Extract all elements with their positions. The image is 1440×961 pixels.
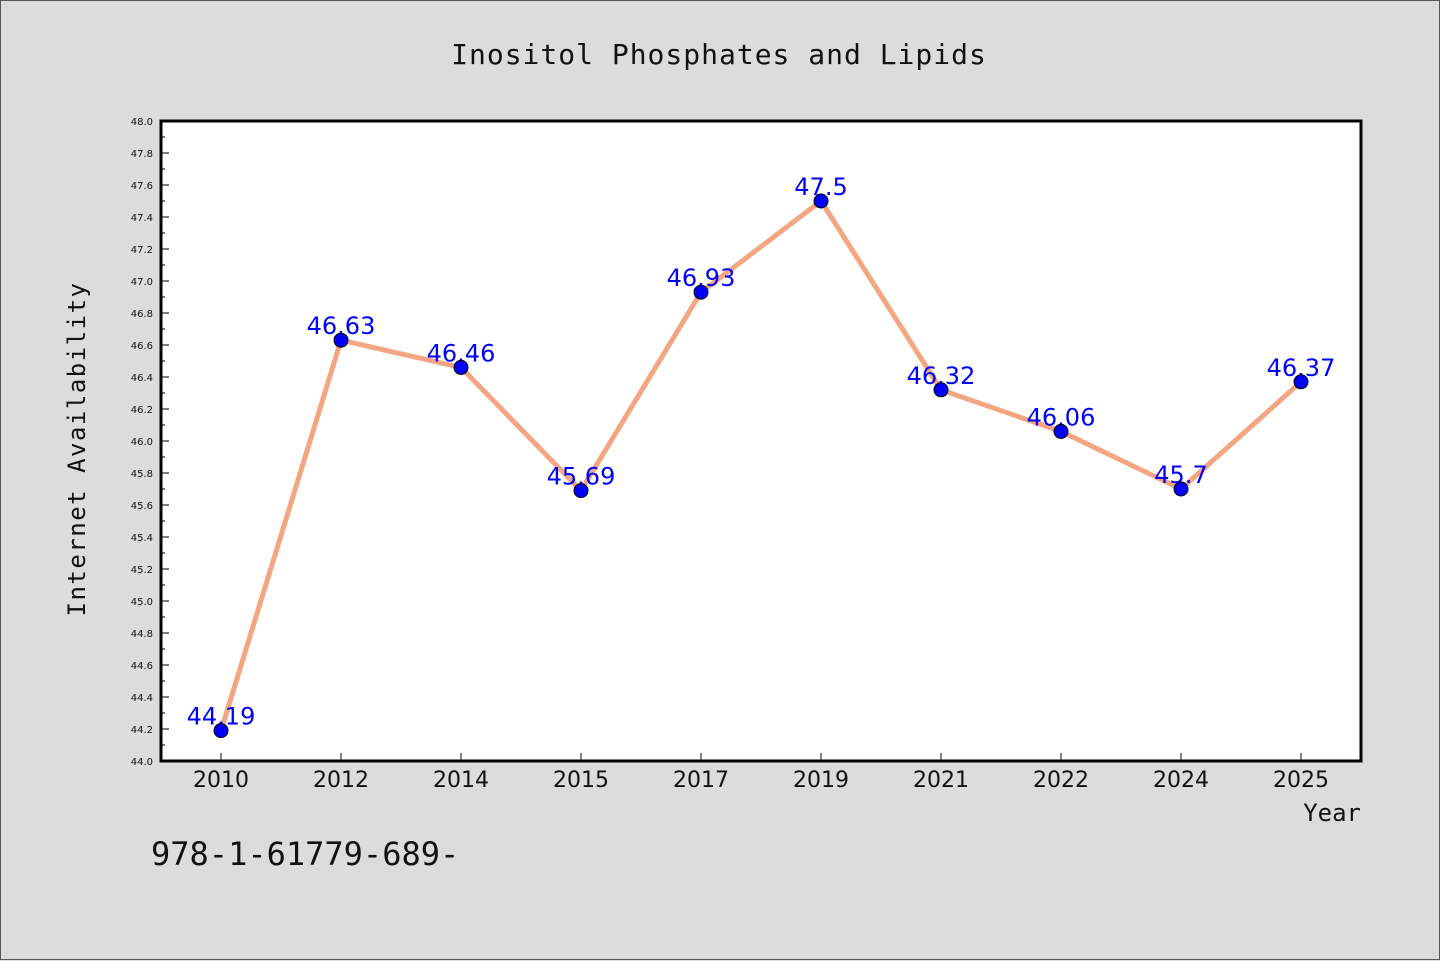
data-point <box>213 723 229 739</box>
x-tick-label: 2019 <box>793 768 849 793</box>
y-tick-label: 46.2 <box>131 405 153 416</box>
plot-area <box>159 119 1363 763</box>
y-tick-label: 45.4 <box>131 533 153 544</box>
data-point <box>453 359 469 375</box>
y-tick-label: 45.8 <box>131 469 153 480</box>
y-tick-label: 44.0 <box>131 757 153 768</box>
x-axis-label: Year <box>1303 799 1361 827</box>
data-point <box>333 332 349 348</box>
x-tick-label: 2014 <box>433 768 489 793</box>
x-tick-label: 2024 <box>1153 768 1209 793</box>
data-point <box>573 483 589 499</box>
x-axis: 2010 2012 2014 2015 2017 2019 2021 2022 2024 2025 <box>193 753 1329 793</box>
x-tick-label: 2015 <box>553 768 609 793</box>
x-tick-label: 2010 <box>193 768 249 793</box>
y-tick-label: 47.0 <box>131 277 153 288</box>
y-tick-label: 45.0 <box>131 597 153 608</box>
y-tick-label: 44.8 <box>131 629 153 640</box>
x-tick-label: 2022 <box>1033 768 1089 793</box>
data-point <box>1053 423 1069 439</box>
x-tick-label: 2025 <box>1273 768 1329 793</box>
footer-isbn: 978-1-61779-689- <box>151 835 459 873</box>
chart-title: Inositol Phosphates and Lipids <box>451 38 987 71</box>
y-axis: 44.0 44.2 44.4 44.6 44.8 45.0 45.2 45.4 45.6 45.8… <box>131 117 169 768</box>
y-tick-label: 47.6 <box>131 181 153 192</box>
x-tick-label: 2012 <box>313 768 369 793</box>
y-tick-label: 44.2 <box>131 725 153 736</box>
y-tick-label: 44.4 <box>131 693 153 704</box>
data-point <box>1293 374 1309 390</box>
y-tick-label: 45.2 <box>131 565 153 576</box>
y-tick-label: 47.8 <box>131 149 153 160</box>
y-tick-label: 46.4 <box>131 373 153 384</box>
y-tick-label: 46.6 <box>131 341 153 352</box>
y-tick-label: 46.0 <box>131 437 153 448</box>
y-tick-label: 46.8 <box>131 309 153 320</box>
data-point <box>693 284 709 300</box>
series-line-group: 44.1946.6346.4645.6946.9347.546.3246.064… <box>187 173 1335 739</box>
series-line <box>218 198 1303 732</box>
data-point <box>933 382 949 398</box>
y-tick-label: 44.6 <box>131 661 153 672</box>
y-tick-label: 45.6 <box>131 501 153 512</box>
y-tick-label: 48.0 <box>131 117 153 128</box>
data-point <box>1173 481 1189 497</box>
y-tick-label: 47.4 <box>131 213 153 224</box>
y-axis-label: Internet Availability <box>63 282 91 617</box>
x-tick-label: 2021 <box>913 768 969 793</box>
data-point <box>813 193 829 209</box>
y-tick-label: 47.2 <box>131 245 153 256</box>
x-tick-label: 2017 <box>673 768 729 793</box>
